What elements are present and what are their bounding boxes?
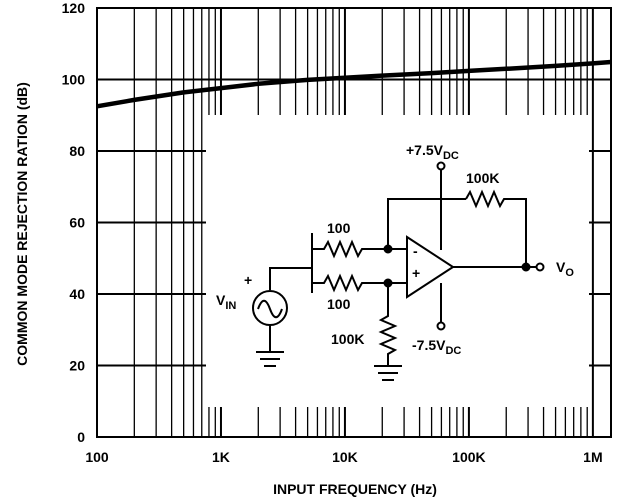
- opamp-triangle: [406, 235, 455, 299]
- output-terminal: [535, 262, 545, 272]
- x-tick-label: 100K: [452, 449, 485, 465]
- feedback-resistor: [465, 189, 527, 267]
- feedback-wire-left: [387, 198, 466, 249]
- bottom-resistor-label: 100: [327, 296, 351, 312]
- y-axis-title: COMMON MODE REJECTION RATION (dB): [14, 82, 30, 366]
- vminus-terminal: [436, 321, 446, 331]
- plot-border: [96, 7, 612, 438]
- source-wire: [269, 267, 312, 290]
- input-resistor-bottom: [312, 273, 407, 293]
- x-tick-label: 10K: [332, 449, 358, 465]
- series-layer: [96, 59, 612, 109]
- resistor-ground-icon: [374, 365, 402, 381]
- opamp-plus-label: +: [412, 265, 420, 281]
- cmrr-curve: [96, 59, 612, 109]
- ground-resistor: [378, 283, 398, 366]
- test-circuit-schematic: [252, 161, 545, 381]
- y-tick-labels: 0 20 40 60 80 100 120: [62, 0, 86, 445]
- feedback-resistor-label: 100K: [466, 170, 499, 186]
- y-tick-label: 40: [69, 286, 85, 302]
- y-tick-label: 120: [62, 0, 86, 16]
- x-tick-label: 100: [85, 449, 109, 465]
- vin-label: VIN: [216, 292, 236, 312]
- output-node: [521, 262, 531, 272]
- inverting-node: [383, 244, 393, 254]
- y-tick-label: 100: [62, 72, 86, 88]
- source-ground-icon: [256, 351, 284, 367]
- x-tick-label: 1K: [212, 449, 230, 465]
- vout-label: VO: [556, 259, 574, 279]
- input-resistor-top: [312, 239, 407, 259]
- top-resistor-label: 100: [327, 220, 351, 236]
- ground-resistor-label: 100K: [331, 331, 364, 347]
- circuit-inset-background: [206, 115, 589, 407]
- plot-frame: [96, 7, 612, 438]
- y-tick-label: 20: [69, 358, 85, 374]
- y-tick-label: 60: [69, 215, 85, 231]
- vin-plus-label: +: [244, 272, 252, 288]
- opamp-minus-label: -: [413, 243, 418, 259]
- y-tick-label: 0: [77, 429, 85, 445]
- x-tick-labels: 100 1K 10K 100K 1M: [85, 449, 602, 465]
- sine-icon: [257, 299, 283, 319]
- circuit-labels: +7.5VDC -7.5VDC 100K 100 100 100K + VIN …: [216, 142, 574, 357]
- x-tick-label: 1M: [583, 449, 602, 465]
- y-tick-label: 80: [69, 143, 85, 159]
- vminus-label: -7.5VDC: [412, 337, 461, 357]
- vplus-terminal: [436, 161, 446, 171]
- vplus-label: +7.5VDC: [406, 142, 459, 162]
- x-axis-title: INPUT FREQUENCY (Hz): [273, 481, 437, 497]
